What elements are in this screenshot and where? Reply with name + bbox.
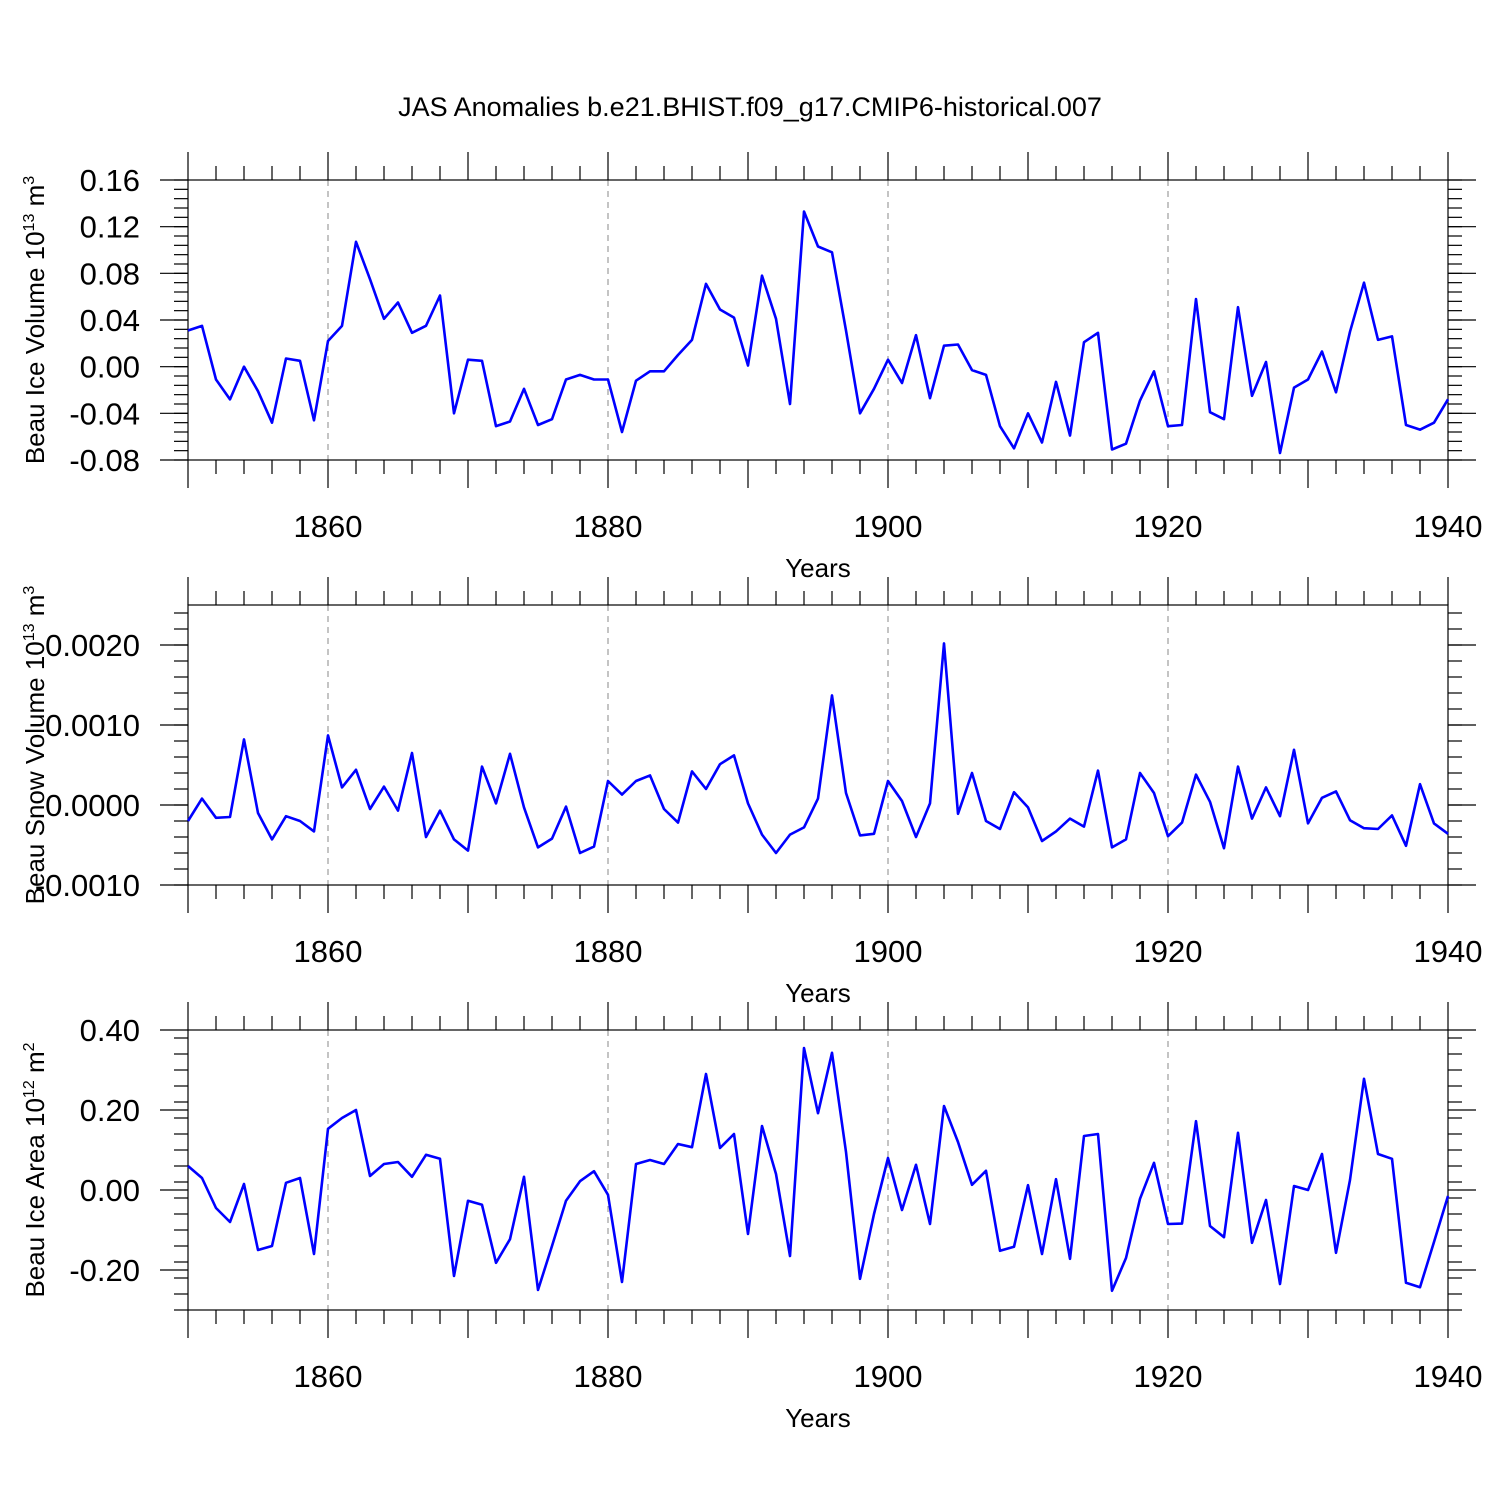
x-tick-label: 1880 — [574, 509, 643, 544]
y-tick-label: 0.08 — [80, 256, 140, 291]
x-tick-label: 1900 — [854, 934, 923, 969]
y-tick-label: 0.0020 — [45, 628, 140, 663]
x-axis-title: Years — [785, 1403, 851, 1433]
plot-frame — [187, 179, 1449, 461]
y-tick-label: 0.0010 — [45, 708, 140, 743]
x-tick-label: 1860 — [294, 934, 363, 969]
y-tick-label: -0.04 — [69, 396, 140, 431]
y-tick-label: 0.00 — [80, 1173, 140, 1208]
y-tick-label: 0.04 — [80, 303, 140, 338]
y-tick-label: 0.40 — [80, 1013, 140, 1048]
x-tick-label: 1920 — [1134, 934, 1203, 969]
x-tick-label: 1940 — [1414, 1359, 1483, 1394]
y-tick-label: -0.08 — [69, 443, 140, 478]
y-axis-title: Beau Ice Area 1012 m2 — [20, 1042, 50, 1297]
series-line — [187, 210, 1450, 455]
y-tick-label: 0.16 — [80, 163, 140, 198]
series-line — [186, 642, 1449, 855]
x-tick-label: 1860 — [294, 509, 363, 544]
x-axis-title: Years — [785, 553, 851, 583]
y-tick-label: 0.00 — [80, 350, 140, 385]
panel-snow-volume: -0.0010 0.0000 0.0010 0.0020 1860 1880 1900 192… — [20, 577, 1482, 1008]
x-tick-label: 1880 — [574, 1359, 643, 1394]
x-tick-label: 1920 — [1134, 509, 1203, 544]
panel-ice-volume: -0.08 -0.04 0.00 0.04 0.08 0.12 0.16 1860 1880 19… — [20, 152, 1482, 583]
x-tick-label: 1920 — [1134, 1359, 1203, 1394]
y-tick-label: 0.12 — [80, 210, 140, 245]
chart-title: JAS Anomalies b.e21.BHIST.f09_g17.CMIP6-… — [398, 92, 1102, 122]
x-tick-label: 1900 — [854, 1359, 923, 1394]
y-tick-label: -0.20 — [69, 1253, 140, 1288]
x-tick-label: 1940 — [1414, 509, 1483, 544]
x-tick-label: 1900 — [854, 509, 923, 544]
y-tick-label: 0.0000 — [45, 788, 140, 823]
x-tick-label: 1880 — [574, 934, 643, 969]
plot-frame — [187, 604, 1449, 886]
y-axis-title: Beau Ice Volume 1013 m3 — [20, 176, 50, 464]
y-axis-title: Beau Snow Volume 1013 m3 — [20, 586, 50, 905]
plot-frame — [187, 1029, 1449, 1311]
panel-ice-area: -0.20 0.00 0.20 0.40 1860 1880 1900 1920 1940 Yea… — [20, 1002, 1482, 1433]
series-line — [187, 1046, 1450, 1293]
y-tick-label: 0.20 — [80, 1093, 140, 1128]
x-tick-label: 1860 — [294, 1359, 363, 1394]
x-tick-label: 1940 — [1414, 934, 1483, 969]
y-tick-label: -0.0010 — [35, 868, 140, 903]
x-axis-title: Years — [785, 978, 851, 1008]
